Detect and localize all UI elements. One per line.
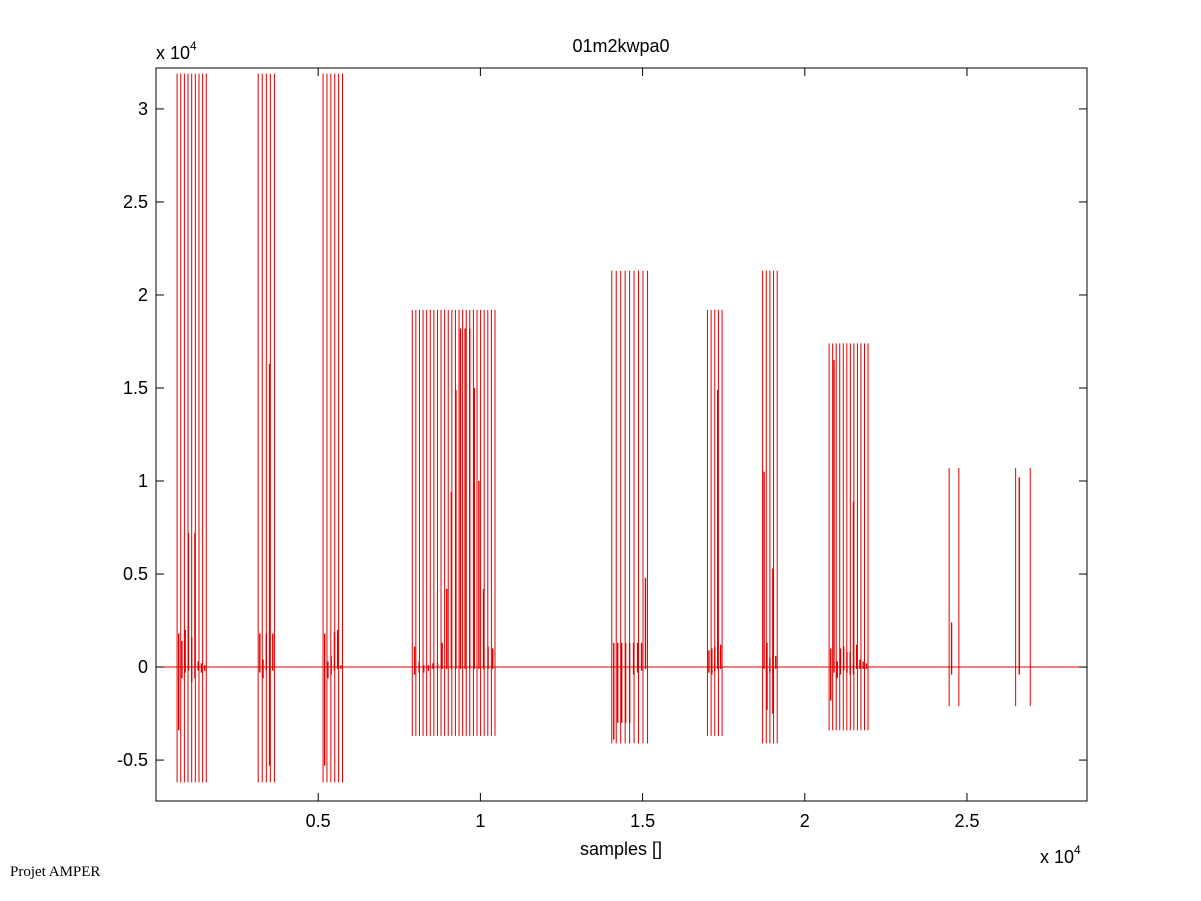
y-tick-label: 2 bbox=[138, 285, 148, 305]
y-axis: -0.5 0 0.5 1 1.5 2 2.5 3 bbox=[117, 99, 1087, 770]
chart-title: 01m2kwpa0 bbox=[572, 36, 669, 56]
y-tick-label: -0.5 bbox=[117, 750, 148, 770]
x-axis-label: samples [] bbox=[580, 839, 662, 859]
y-tick-label: 0 bbox=[138, 657, 148, 677]
signal-burst bbox=[1015, 467, 1031, 707]
signal-burst bbox=[257, 73, 275, 783]
y-tick-label: 3 bbox=[138, 99, 148, 119]
x-tick-label: 1.5 bbox=[630, 811, 655, 831]
chart-marks bbox=[156, 73, 1087, 783]
x-multiplier-exponent: 4 bbox=[1074, 843, 1081, 857]
signal-burst bbox=[322, 73, 344, 783]
x-tick-label: 2.5 bbox=[954, 811, 979, 831]
x-tick-label: 2 bbox=[800, 811, 810, 831]
signal-burst bbox=[706, 309, 723, 736]
plot-frame bbox=[155, 67, 1088, 802]
x-tick-label: 0.5 bbox=[306, 811, 331, 831]
signal-burst bbox=[762, 270, 778, 744]
y-tick-label: 1.5 bbox=[123, 378, 148, 398]
signal-burst bbox=[176, 73, 207, 783]
y-multiplier: x 104 bbox=[156, 39, 197, 63]
y-multiplier-exponent: 4 bbox=[190, 39, 197, 53]
signal-burst bbox=[948, 467, 960, 707]
footer-label: Projet AMPER bbox=[10, 864, 101, 880]
signal-burst bbox=[611, 270, 648, 744]
y-multiplier-base: x 10 bbox=[156, 43, 190, 63]
y-tick-label: 1 bbox=[138, 471, 148, 491]
y-tick-label: 2.5 bbox=[123, 192, 148, 212]
signal-burst bbox=[828, 343, 869, 731]
x-multiplier: x 104 bbox=[1040, 843, 1081, 867]
signal-burst bbox=[411, 309, 496, 736]
x-multiplier-base: x 10 bbox=[1040, 847, 1074, 867]
y-tick-label: 0.5 bbox=[123, 564, 148, 584]
x-axis: 0.5 1 1.5 2 2.5 bbox=[306, 68, 979, 831]
x-tick-label: 1 bbox=[475, 811, 485, 831]
